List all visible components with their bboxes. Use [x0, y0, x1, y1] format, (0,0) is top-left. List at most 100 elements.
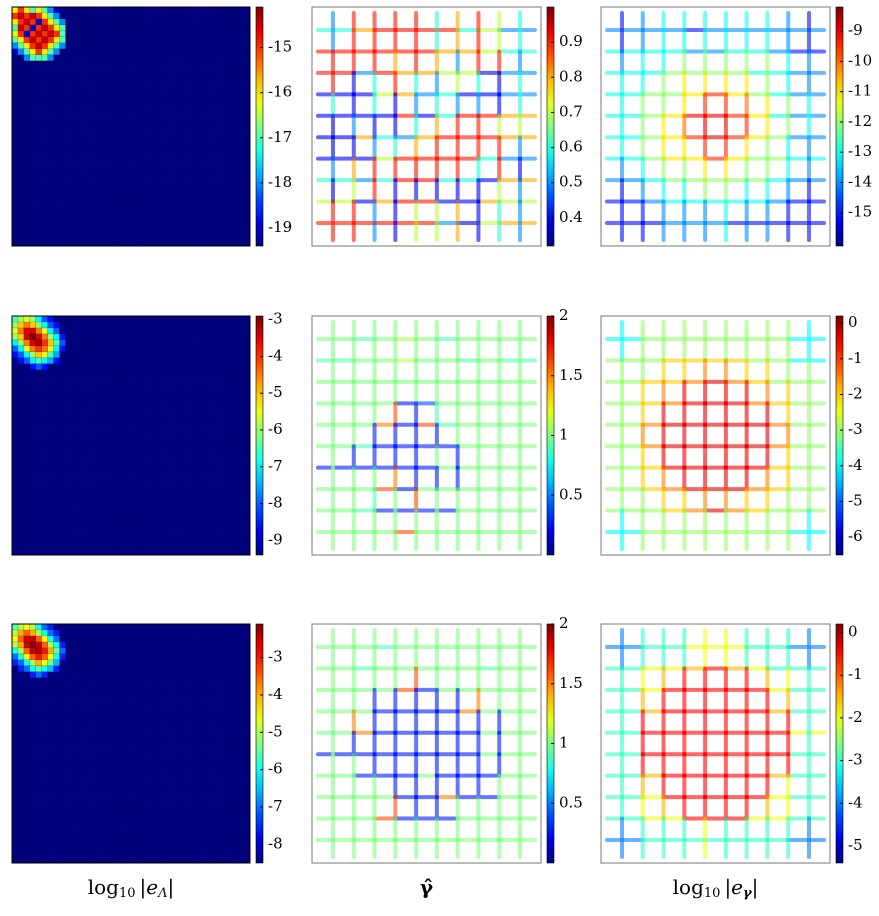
- colorbar-tick-label: -9: [268, 530, 283, 548]
- heatmap-cell: [41, 7, 48, 13]
- heatmap-cell: [35, 30, 42, 37]
- heatmap-cell: [23, 42, 30, 49]
- heatmap-cell: [41, 321, 48, 328]
- heatmap-cell: [53, 665, 60, 672]
- heatmap-cell: [23, 24, 30, 31]
- graph-frame: [312, 7, 541, 246]
- label-body: |e: [724, 875, 743, 900]
- label-body: |e: [140, 875, 159, 900]
- colorbar-tick-label: -8: [268, 834, 283, 852]
- panel-border: [600, 315, 831, 556]
- heatmap-cell: [53, 30, 60, 37]
- column-label: log10 |eΛ|: [88, 875, 175, 901]
- heatmap-cell: [59, 36, 66, 43]
- heatmap-cell: [29, 659, 36, 666]
- colorbar-tick-label: -7: [268, 457, 283, 475]
- heatmap-cell: [53, 653, 60, 660]
- heatmap-cell: [12, 316, 18, 322]
- heatmap-cell: [12, 641, 18, 648]
- colorbar-tick-label: -4: [268, 346, 283, 364]
- heatmap-cell: [47, 635, 54, 642]
- column-label: γ̂: [420, 875, 434, 899]
- heatmap-cell: [29, 339, 36, 346]
- heatmap-cell: [29, 635, 36, 642]
- heatmap-cell: [35, 635, 42, 642]
- heatmap-cell: [35, 339, 42, 346]
- heatmap-cell: [29, 36, 36, 43]
- heatmap-cell: [41, 316, 48, 322]
- heatmap-cell: [23, 316, 30, 322]
- heatmap-cell: [23, 641, 30, 648]
- heatmap-cell: [47, 48, 54, 55]
- heatmap-cell: [41, 647, 48, 654]
- heatmap-cell: [17, 30, 24, 37]
- heatmap-cell: [41, 659, 48, 666]
- heatmap-cell: [17, 42, 24, 49]
- heatmap-cell: [29, 647, 36, 654]
- heatmap-cell: [53, 345, 60, 352]
- heatmap-cell: [29, 7, 36, 13]
- heatmap-cell: [12, 339, 18, 346]
- heatmap-cell: [23, 345, 30, 352]
- heatmap-cell: [35, 7, 42, 13]
- heatmap-cell: [23, 665, 30, 672]
- colorbar-tick-label: -4: [268, 685, 283, 703]
- heatmap-cell: [53, 635, 60, 642]
- heatmap-cell: [53, 24, 60, 31]
- colorbar-tick-label: 0.5: [559, 173, 583, 191]
- heatmap-cell: [12, 635, 18, 642]
- colorbar-tick-label: -13: [848, 142, 872, 160]
- heatmap-cell: [35, 345, 42, 352]
- heatmap-cell: [35, 665, 42, 672]
- colorbar: [255, 6, 264, 247]
- heatmap-cell: [23, 629, 30, 636]
- heatmap-cell: [35, 641, 42, 648]
- heatmap-cell: [12, 629, 18, 636]
- colorbar-tick-label: -14: [848, 172, 872, 190]
- heatmap-cell: [35, 647, 42, 654]
- heatmap-cell: [17, 48, 24, 55]
- heatmap-cell: [12, 321, 18, 328]
- colorbar-tick-label: 0: [848, 313, 858, 331]
- heatmap-cell: [17, 665, 24, 672]
- panel-border: [11, 6, 251, 247]
- heatmap-cell: [47, 665, 54, 672]
- heatmap-cell: [35, 42, 42, 49]
- heatmap-cell: [59, 641, 66, 648]
- panel-border: [11, 623, 251, 864]
- colorbar-tick-label: -11: [848, 82, 872, 100]
- colorbar-tick-label: 0.8: [559, 67, 583, 85]
- heatmap-cell: [23, 327, 30, 334]
- colorbar: [255, 623, 264, 864]
- heatmap-cell: [41, 363, 48, 370]
- heatmap-cell: [59, 42, 66, 49]
- colorbar-tick-label: -12: [848, 112, 872, 130]
- heatmap-cell: [12, 30, 18, 37]
- heatmap-cell: [23, 36, 30, 43]
- heatmap-cell: [53, 48, 60, 55]
- heatmap-cell: [47, 345, 54, 352]
- heatmap-cell: [17, 624, 24, 630]
- heatmap-cell: [41, 333, 48, 340]
- heatmap-cell: [17, 18, 24, 25]
- heatmap-cell: [47, 316, 54, 322]
- colorbar-tick-label: -2: [848, 708, 863, 726]
- heatmap-cell: [29, 624, 36, 630]
- heatmap-cell: [23, 624, 30, 630]
- heatmap-cell: [47, 24, 54, 31]
- heatmap-cell: [29, 641, 36, 648]
- colorbar-tick-label: 0.9: [559, 32, 583, 50]
- colorbar-tick-label: -5: [848, 836, 863, 854]
- heatmap-cell: [29, 48, 36, 55]
- heatmap-cell: [41, 665, 48, 672]
- heatmap-cell: [35, 327, 42, 334]
- heatmap-cell: [29, 333, 36, 340]
- heatmap-cell: [53, 357, 60, 364]
- heatmap-cell: [47, 18, 54, 25]
- heatmap-cell: [23, 653, 30, 660]
- colorbar-tick-label: -16: [268, 83, 292, 101]
- heatmap-cell: [53, 18, 60, 25]
- heatmap-cell: [35, 653, 42, 660]
- colorbar-tick-label: -7: [268, 797, 283, 815]
